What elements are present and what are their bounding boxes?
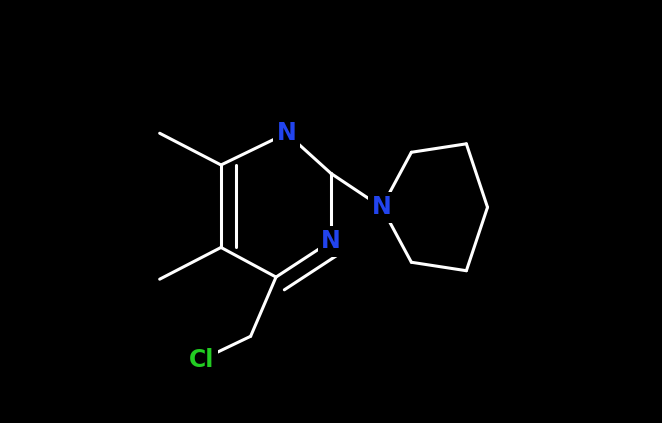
- Text: Cl: Cl: [189, 348, 214, 371]
- Text: N: N: [277, 121, 297, 145]
- Text: N: N: [372, 195, 392, 219]
- Text: N: N: [321, 229, 341, 253]
